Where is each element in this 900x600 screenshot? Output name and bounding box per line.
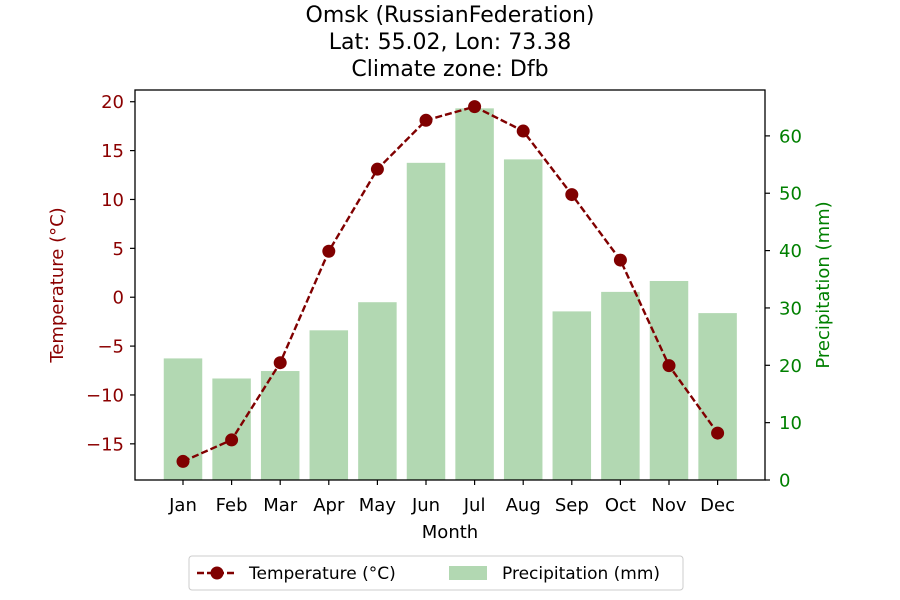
precipitation-bar — [649, 280, 689, 480]
precipitation-bar — [503, 159, 543, 480]
temperature-point — [322, 244, 336, 258]
chart-title-line-2: Lat: 55.02, Lon: 73.38 — [329, 30, 571, 55]
temperature-point — [370, 162, 384, 176]
x-tick-label: Oct — [605, 495, 636, 516]
y-axis-right: 0 10 20 30 40 50 60 — [765, 126, 802, 492]
temperature-point — [516, 124, 530, 138]
precipitation-bar — [212, 378, 251, 480]
y-right-tick-label: 10 — [779, 413, 802, 434]
legend-precipitation-label: Precipitation (mm) — [502, 564, 660, 584]
x-tick-label: Aug — [506, 495, 541, 516]
y-axis-left-label: Temperature (°C) — [47, 207, 68, 363]
y-right-tick-label: 50 — [779, 184, 802, 205]
temperature-point — [468, 100, 482, 114]
x-tick-label: Nov — [651, 495, 686, 516]
y-left-tick-label: 10 — [101, 190, 124, 211]
temperature-point — [662, 359, 676, 373]
precipitation-bar — [601, 291, 640, 480]
precipitation-bar — [309, 330, 349, 480]
x-tick-label: Feb — [216, 495, 248, 516]
precipitation-bar — [358, 302, 397, 480]
temperature-point — [565, 188, 579, 202]
legend-temperature-label: Temperature (°C) — [248, 564, 396, 584]
x-tick-label: Apr — [313, 495, 345, 516]
y-left-tick-label: −15 — [86, 434, 124, 455]
x-tick-label: Mar — [263, 495, 298, 516]
x-tick-label: Jan — [168, 495, 197, 516]
legend-box — [188, 555, 684, 591]
x-tick-label: Jul — [463, 495, 486, 516]
legend: Temperature (°C) Precipitation (mm) — [188, 555, 684, 591]
precipitation-bar — [698, 313, 737, 480]
x-tick-label: Dec — [700, 495, 735, 516]
plot-frame — [134, 89, 766, 481]
temperature-point — [613, 253, 627, 267]
x-tick-label: Sep — [555, 495, 589, 516]
temperature-point — [273, 356, 287, 370]
chart-title-line-3: Climate zone: Dfb — [351, 57, 548, 82]
temperature-line-layer — [176, 100, 725, 468]
precipitation-bar — [455, 108, 494, 481]
y-left-tick-label: 20 — [101, 92, 124, 113]
temperature-point — [711, 426, 725, 440]
y-right-tick-label: 60 — [779, 126, 802, 147]
precipitation-bars — [163, 108, 737, 481]
x-axis-label: Month — [422, 522, 478, 543]
y-left-tick-label: −5 — [97, 337, 124, 358]
y-right-tick-label: 20 — [779, 356, 802, 377]
precipitation-bar — [260, 371, 300, 480]
y-left-tick-label: −10 — [86, 385, 124, 406]
x-axis: Jan Feb Mar Apr May Jun Jul Aug Sep Oct Nov Dec — [168, 480, 735, 516]
temperature-line — [182, 105, 719, 463]
y-right-tick-label: 0 — [779, 471, 790, 492]
legend-temperature-marker — [210, 566, 224, 580]
temperature-point — [225, 433, 239, 447]
precipitation-bar — [406, 162, 446, 480]
x-tick-label: Jun — [411, 495, 440, 516]
y-left-tick-label: 15 — [101, 141, 124, 162]
temperature-point — [176, 454, 190, 468]
precipitation-bar — [552, 311, 592, 480]
y-right-tick-label: 30 — [779, 298, 802, 319]
chart-title-line-1: Omsk (RussianFederation) — [306, 3, 595, 28]
x-tick-label: May — [359, 495, 397, 516]
legend-precipitation-swatch — [449, 566, 487, 580]
y-axis-left: −15 −10 −5 0 5 10 15 20 — [86, 92, 135, 455]
temperature-point — [419, 113, 433, 127]
y-right-tick-label: 40 — [779, 241, 802, 262]
y-axis-right-label: Precipitation (mm) — [813, 201, 834, 368]
y-left-tick-label: 5 — [113, 239, 124, 260]
y-left-tick-label: 0 — [113, 288, 124, 309]
